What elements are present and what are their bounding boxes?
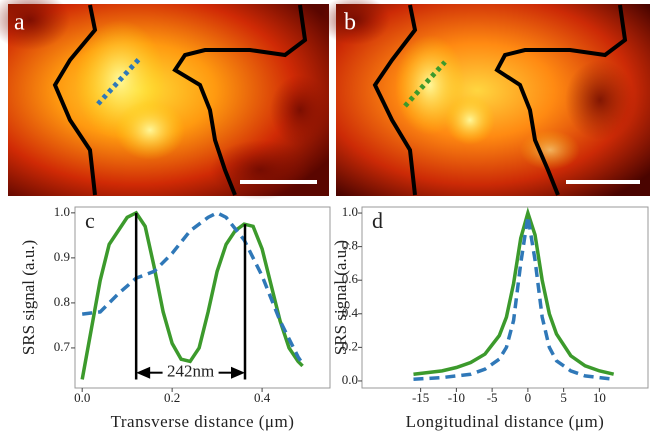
x-tick-label: 5 bbox=[560, 390, 567, 405]
x-tick-label: 0.2 bbox=[164, 390, 180, 405]
y-tick-label: 0.6 bbox=[342, 271, 359, 286]
series-line bbox=[81, 210, 305, 365]
y-axis-title: SRS signal (a.u.) bbox=[331, 240, 350, 355]
x-tick-label: 0 bbox=[525, 390, 532, 405]
arrow-right bbox=[231, 366, 245, 379]
series-line bbox=[80, 210, 304, 380]
y-tick-label: 0.0 bbox=[342, 372, 358, 387]
panel-label: c bbox=[85, 208, 95, 233]
panel-label: b bbox=[344, 10, 356, 36]
y-tick-label: 0.4 bbox=[342, 305, 359, 320]
x-tick-label: -15 bbox=[412, 390, 429, 405]
y-axis-title: SRS signal (a.u.) bbox=[19, 240, 38, 355]
image-b: b bbox=[320, 0, 650, 196]
y-tick-label: 0.7 bbox=[54, 339, 71, 354]
series-line bbox=[413, 216, 614, 382]
x-axis-title: Longitudinal distance (μm) bbox=[406, 412, 605, 431]
y-tick-label: 0.8 bbox=[54, 294, 70, 309]
y-tick-label: 0.8 bbox=[342, 238, 358, 253]
image-a: a bbox=[0, 0, 330, 200]
panel-label: d bbox=[372, 208, 383, 233]
annotation: 242nm bbox=[167, 362, 214, 381]
plot-frame bbox=[361, 206, 649, 389]
x-tick-label: -10 bbox=[448, 390, 465, 405]
y-tick-label: 0.9 bbox=[54, 249, 70, 264]
plot-frame bbox=[74, 206, 331, 389]
x-axis-title: Transverse distance (μm) bbox=[111, 412, 295, 431]
y-tick-label: 1.0 bbox=[54, 204, 70, 219]
x-tick-label: 0.0 bbox=[74, 390, 90, 405]
chart: 0.0 0.2 0.4 0.7 0.8 0.9 1.0 Transverse distance… bbox=[19, 204, 331, 431]
x-tick-label: 0.4 bbox=[254, 390, 271, 405]
x-tick-label: -5 bbox=[487, 390, 498, 405]
y-tick-label: 1.0 bbox=[342, 204, 358, 219]
y-tick-label: 0.2 bbox=[342, 338, 358, 353]
panel-label: a bbox=[14, 10, 25, 36]
chart: -15 -10 -5 0 5 10 0.0 0.2 0.4 0.6 0.8 1.0 Longitudin… bbox=[331, 204, 649, 431]
arrow-left bbox=[136, 366, 151, 379]
series-line bbox=[413, 207, 615, 376]
x-tick-label: 10 bbox=[593, 390, 606, 405]
